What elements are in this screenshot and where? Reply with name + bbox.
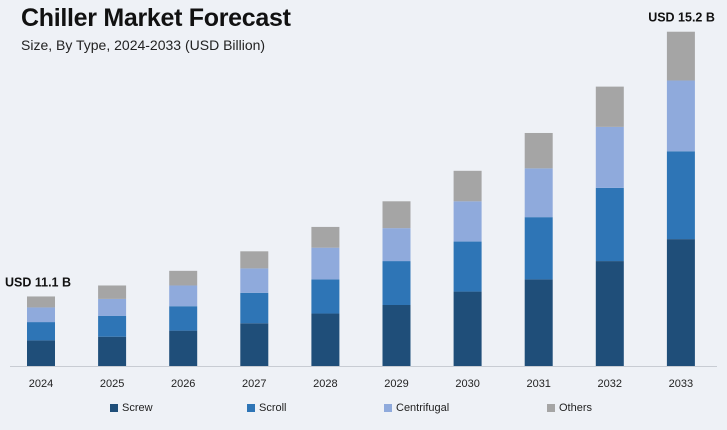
x-tick-label-2028: 2028 [313, 378, 337, 390]
bar-screw-2027 [240, 323, 269, 366]
bar-others-2031 [524, 132, 553, 169]
bar-centrifugal-2031 [524, 168, 553, 218]
bar-others-2026 [169, 270, 198, 286]
bar-others-2030 [453, 170, 482, 202]
bar-centrifugal-2026 [169, 285, 198, 307]
x-tick-label-2033: 2033 [669, 378, 693, 390]
bar-others-2028 [311, 226, 340, 248]
bar-screw-2028 [311, 313, 340, 366]
legend-item-scroll: Scroll [247, 402, 287, 414]
bar-scroll-2030 [453, 241, 482, 292]
chart-subtitle: Size, By Type, 2024-2033 (USD Billion) [21, 37, 266, 53]
x-tick-label-2026: 2026 [171, 378, 195, 390]
x-tick-label-2032: 2032 [598, 378, 622, 390]
legend-swatch-others [547, 404, 555, 412]
bar-centrifugal-2024 [27, 307, 55, 323]
legend-swatch-centrifugal [384, 404, 392, 412]
bar-others-2032 [595, 86, 624, 127]
bar-screw-2033 [666, 239, 695, 366]
bar-scroll-2025 [98, 315, 127, 337]
bar-centrifugal-2033 [666, 80, 695, 152]
x-tick-label-2024: 2024 [29, 378, 53, 390]
bar-centrifugal-2028 [311, 247, 340, 280]
legend-item-centrifugal: Centrifugal [384, 402, 449, 414]
bar-others-2024 [27, 296, 55, 308]
bar-scroll-2024 [27, 322, 55, 341]
legend-label-scroll: Scroll [259, 402, 287, 414]
x-tick-label-2030: 2030 [455, 378, 479, 390]
bar-scroll-2029 [382, 261, 411, 305]
legend-swatch-scroll [247, 404, 255, 412]
bar-screw-2025 [98, 336, 127, 366]
chart-title: Chiller Market Forecast [21, 4, 291, 32]
x-tick-label-2029: 2029 [384, 378, 408, 390]
bar-scroll-2032 [595, 187, 624, 262]
bar-others-2029 [382, 201, 411, 229]
bar-screw-2030 [453, 291, 482, 366]
bar-screw-2031 [524, 279, 553, 366]
bar-others-2033 [666, 31, 695, 81]
x-tick-label-2025: 2025 [100, 378, 124, 390]
bar-screw-2029 [382, 305, 411, 366]
bar-centrifugal-2027 [240, 268, 269, 293]
legend-label-screw: Screw [122, 402, 153, 414]
bar-screw-2024 [27, 340, 55, 366]
bar-others-2025 [98, 285, 127, 299]
annotation-2024: USD 11.1 B [5, 275, 71, 289]
bar-centrifugal-2030 [453, 201, 482, 242]
annotation-2033: USD 15.2 B [648, 11, 715, 25]
legend-label-others: Others [559, 402, 593, 414]
bar-scroll-2028 [311, 279, 340, 314]
legend-swatch-screw [110, 404, 118, 412]
bar-screw-2032 [595, 261, 624, 366]
legend-item-others: Others [547, 402, 592, 414]
bar-others-2027 [240, 251, 269, 269]
bar-scroll-2027 [240, 292, 269, 324]
bar-centrifugal-2029 [382, 228, 411, 262]
bar-scroll-2033 [666, 151, 695, 240]
bar-scroll-2026 [169, 306, 198, 331]
bar-screw-2026 [169, 330, 198, 366]
x-tick-label-2027: 2027 [242, 378, 266, 390]
legend-label-centrifugal: Centrifugal [396, 402, 450, 414]
x-tick-label-2031: 2031 [526, 378, 550, 390]
chart-legend: Screw Scroll Centrifugal Others [0, 402, 727, 420]
bar-centrifugal-2025 [98, 298, 127, 316]
legend-item-screw: Screw [110, 402, 153, 414]
bar-centrifugal-2032 [595, 126, 624, 188]
bar-scroll-2031 [524, 217, 553, 280]
